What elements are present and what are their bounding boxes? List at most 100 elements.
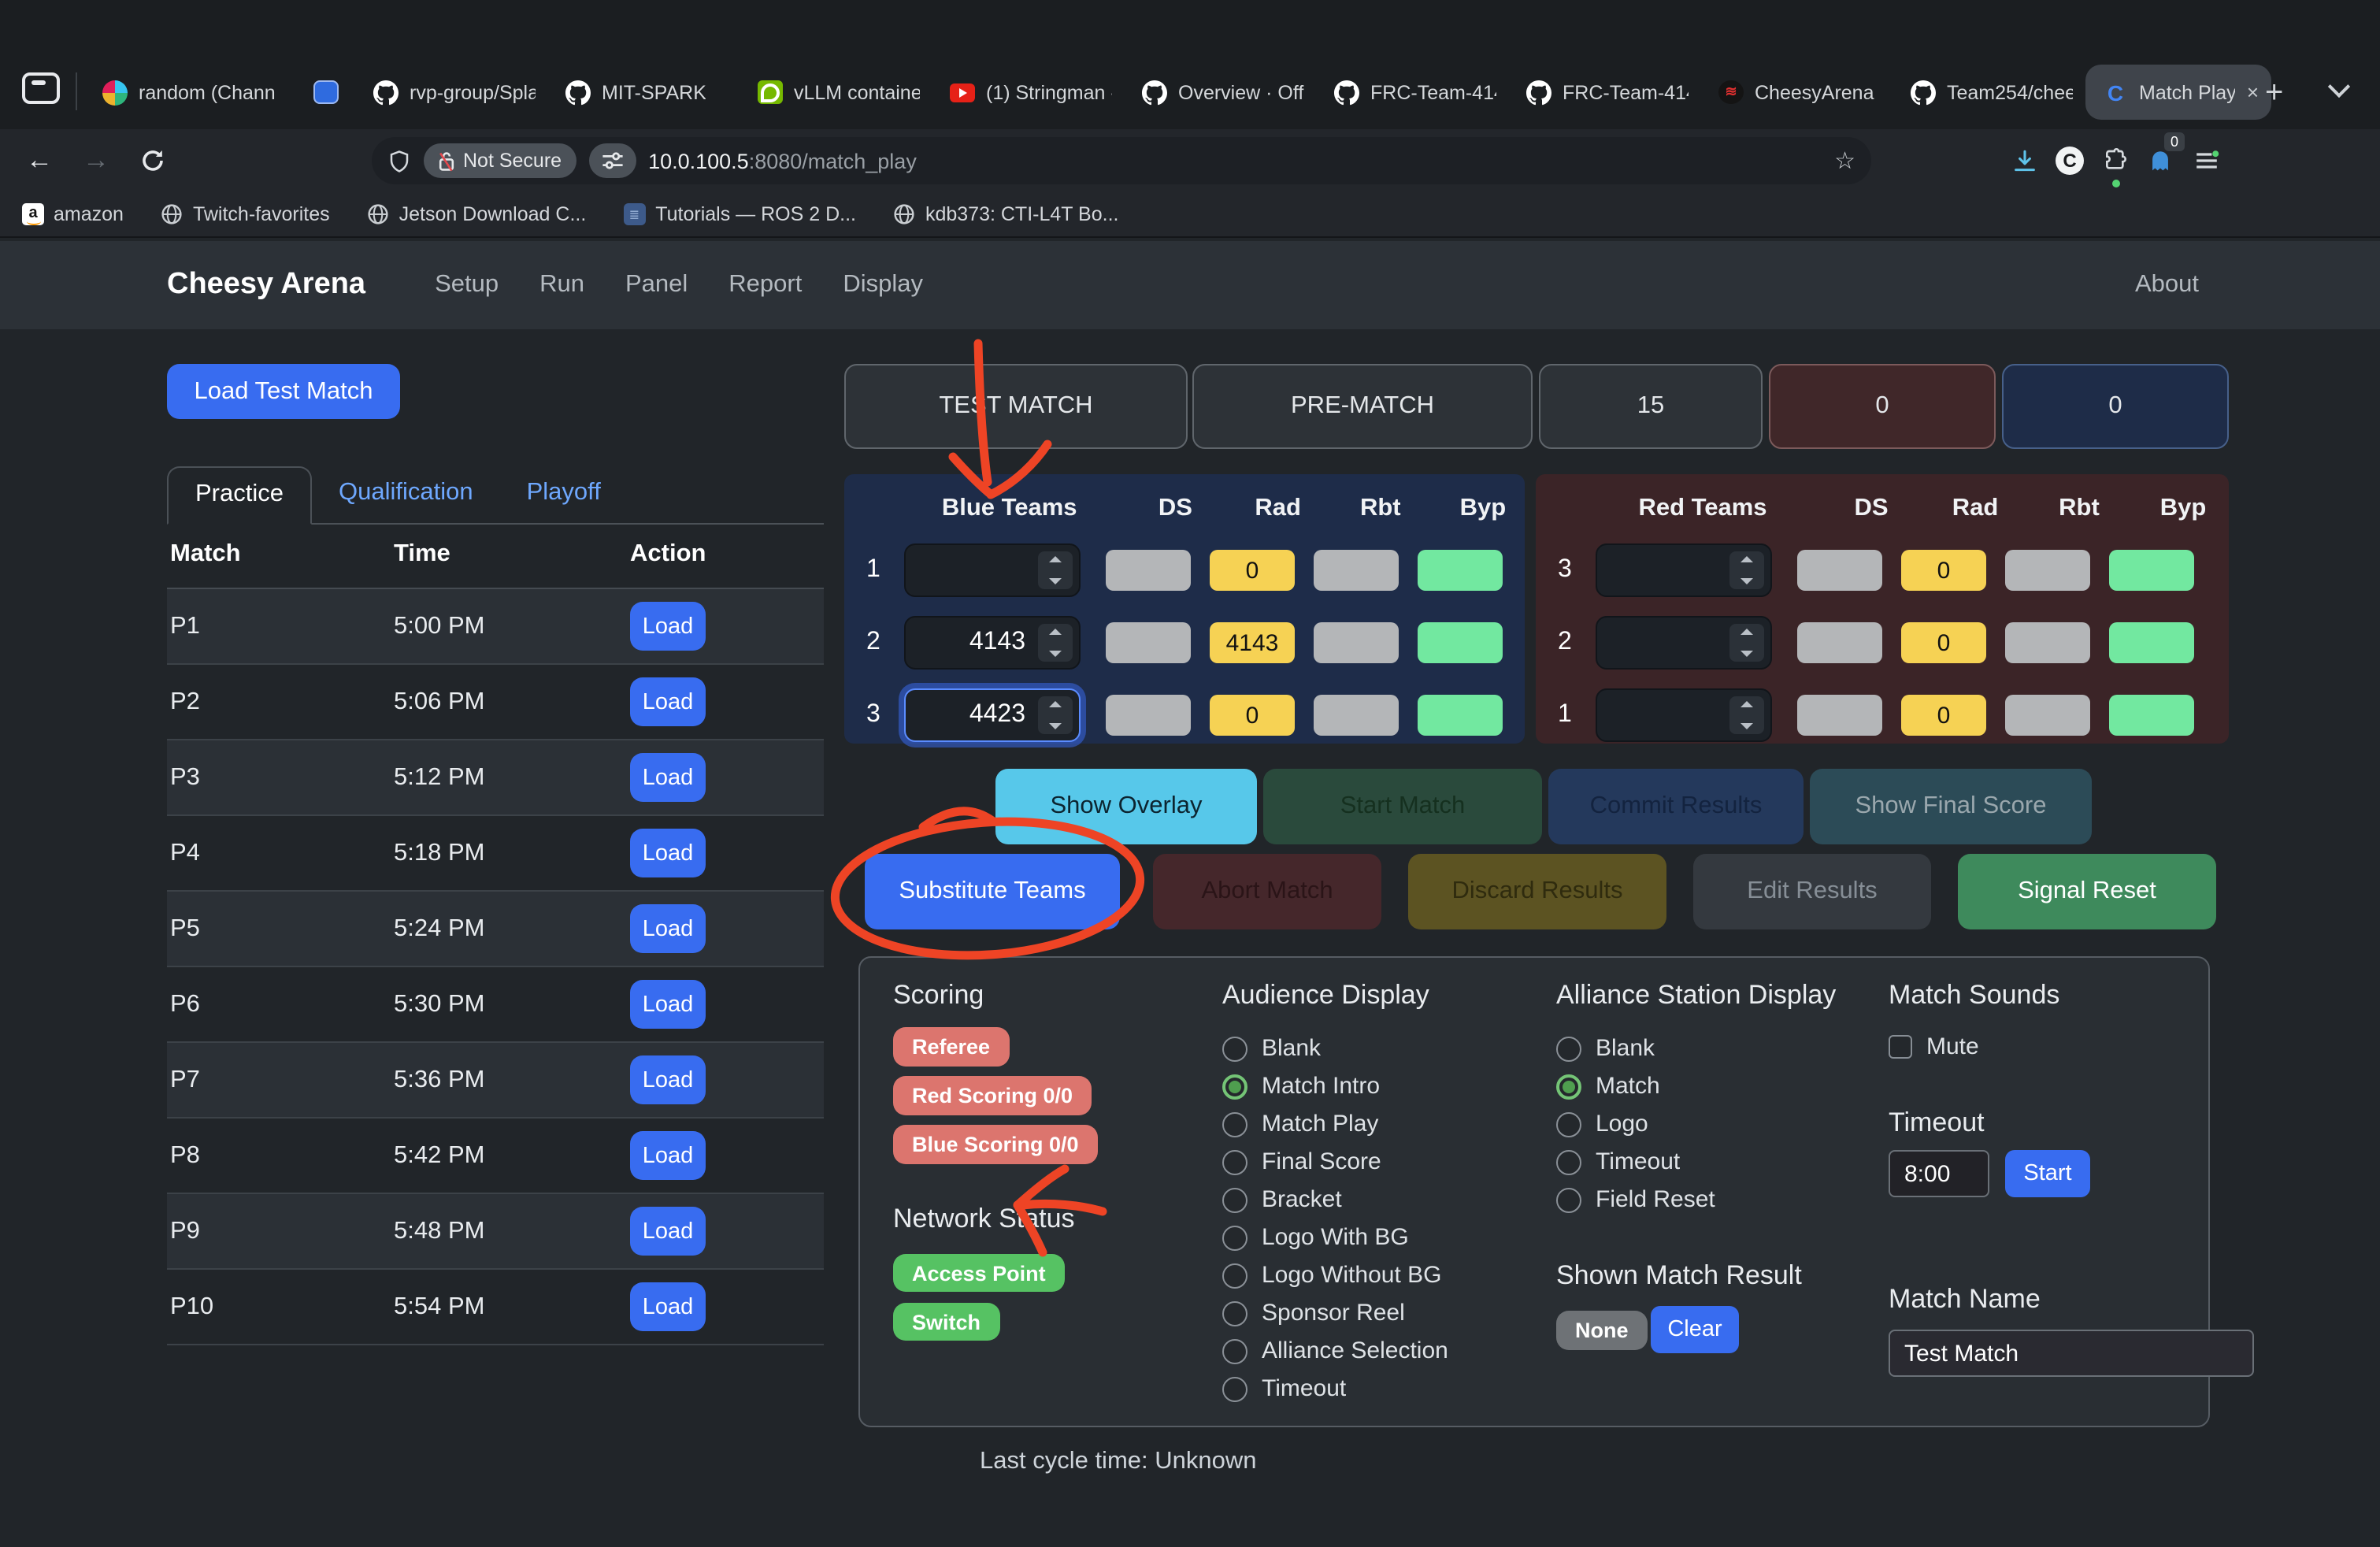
discard-results-button[interactable]: Discard Results	[1408, 854, 1666, 929]
red2-bypass-status[interactable]	[2109, 622, 2194, 663]
stepper-icon[interactable]	[1038, 696, 1073, 734]
tab-github-rvp[interactable]: rvp-group/Spla	[356, 65, 548, 120]
tab-search-icon[interactable]	[22, 72, 60, 104]
load-button[interactable]: Load	[630, 1282, 706, 1331]
show-final-score-button[interactable]: Show Final Score	[1810, 769, 2092, 844]
audience-option-alliance-selection[interactable]: Alliance Selection	[1222, 1337, 1448, 1364]
load-button[interactable]: Load	[630, 753, 706, 802]
load-button[interactable]: Load	[630, 1131, 706, 1180]
tab-github-overview[interactable]: Overview · Offs	[1125, 65, 1317, 120]
signal-reset-button[interactable]: Signal Reset	[1958, 854, 2216, 929]
nav-panel[interactable]: Panel	[625, 271, 688, 299]
nav-report[interactable]: Report	[728, 271, 802, 299]
substitute-teams-button[interactable]: Substitute Teams	[865, 854, 1120, 929]
start-match-button[interactable]: Start Match	[1263, 769, 1542, 844]
match-name-input[interactable]	[1889, 1330, 2254, 1377]
timeout-start-button[interactable]: Start	[2005, 1150, 2090, 1197]
audience-option-timeout[interactable]: Timeout	[1222, 1375, 1346, 1402]
red1-bypass-status[interactable]	[2109, 695, 2194, 736]
red3-bypass-status[interactable]	[2109, 550, 2194, 591]
alliance-option-field-reset[interactable]: Field Reset	[1556, 1186, 1715, 1213]
edit-results-button[interactable]: Edit Results	[1693, 854, 1931, 929]
tab-vllm[interactable]: vLLM container	[740, 65, 932, 120]
alliance-option-timeout[interactable]: Timeout	[1556, 1148, 1680, 1175]
radio-icon[interactable]	[1556, 1187, 1581, 1212]
radio-icon[interactable]	[1556, 1149, 1581, 1174]
forward-button[interactable]: →	[76, 129, 117, 192]
tab-match-play-active[interactable]: C Match Play - ×	[2085, 65, 2271, 120]
tab-blue-square[interactable]	[296, 65, 356, 120]
tab-cheesyarena[interactable]: ≋ CheesyArena F	[1701, 65, 1893, 120]
audience-option-sponsor-reel[interactable]: Sponsor Reel	[1222, 1300, 1405, 1326]
stepper-icon[interactable]	[1729, 551, 1764, 589]
download-icon[interactable]	[2004, 129, 2045, 192]
blue3-bypass-status[interactable]	[1418, 695, 1503, 736]
stepper-icon[interactable]	[1038, 624, 1073, 662]
load-button[interactable]: Load	[630, 980, 706, 1029]
load-button[interactable]: Load	[630, 677, 706, 726]
site-settings-chip[interactable]	[588, 143, 636, 178]
app-brand[interactable]: Cheesy Arena	[167, 268, 365, 302]
radio-icon[interactable]	[1222, 1187, 1247, 1212]
tab-github-frc1[interactable]: FRC-Team-414	[1317, 65, 1509, 120]
nav-display[interactable]: Display	[843, 271, 923, 299]
radio-icon[interactable]	[1222, 1300, 1247, 1326]
tab-practice[interactable]: Practice	[167, 466, 312, 525]
back-button[interactable]: ←	[19, 129, 60, 192]
radio-icon[interactable]	[1556, 1111, 1581, 1137]
stepper-icon[interactable]	[1729, 696, 1764, 734]
blue1-bypass-status[interactable]	[1418, 550, 1503, 591]
nav-about[interactable]: About	[2135, 271, 2199, 299]
load-button[interactable]: Load	[630, 1207, 706, 1256]
tab-qualification[interactable]: Qualification	[312, 466, 500, 523]
tab-github-team254[interactable]: Team254/chees	[1893, 65, 2085, 120]
radio-icon[interactable]	[1222, 1111, 1247, 1137]
alliance-option-match[interactable]: Match	[1556, 1073, 1660, 1100]
not-secure-chip[interactable]: Not Secure	[424, 143, 576, 178]
browser-menu-icon[interactable]	[2186, 129, 2227, 192]
bookmark-ros-tutorials[interactable]: ≣ Tutorials — ROS 2 D...	[624, 203, 856, 225]
load-button[interactable]: Load	[630, 829, 706, 877]
radio-icon[interactable]	[1222, 1263, 1247, 1288]
radio-icon[interactable]	[1222, 1036, 1247, 1061]
tab-list-chevron-icon[interactable]	[2328, 76, 2350, 98]
radio-icon[interactable]	[1222, 1074, 1247, 1099]
alliance-option-logo[interactable]: Logo	[1556, 1111, 1648, 1137]
radio-icon[interactable]	[1222, 1376, 1247, 1401]
reload-button[interactable]	[132, 129, 173, 192]
bookmark-kdb373[interactable]: kdb373: CTI-L4T Bo...	[894, 203, 1119, 225]
audience-option-blank[interactable]: Blank	[1222, 1035, 1321, 1062]
radio-icon[interactable]	[1222, 1149, 1247, 1174]
stepper-icon[interactable]	[1729, 624, 1764, 662]
tab-youtube[interactable]: (1) Stringman -	[932, 65, 1125, 120]
audience-option-match-intro[interactable]: Match Intro	[1222, 1073, 1380, 1100]
mute-checkbox-row[interactable]: Mute	[1889, 1033, 1979, 1060]
extensions-puzzle-icon[interactable]	[2095, 129, 2136, 192]
bookmark-jetson[interactable]: Jetson Download C...	[368, 203, 587, 225]
load-test-match-button[interactable]: Load Test Match	[167, 364, 400, 419]
close-tab-icon[interactable]: ×	[2247, 80, 2259, 104]
timeout-input[interactable]	[1889, 1150, 1989, 1197]
radio-icon[interactable]	[1556, 1036, 1581, 1061]
blue-scoring-badge[interactable]: Blue Scoring 0/0	[893, 1125, 1098, 1164]
stepper-icon[interactable]	[1038, 551, 1073, 589]
abort-match-button[interactable]: Abort Match	[1153, 854, 1381, 929]
audience-option-bracket[interactable]: Bracket	[1222, 1186, 1342, 1213]
audience-option-match-play[interactable]: Match Play	[1222, 1111, 1378, 1137]
audience-option-final-score[interactable]: Final Score	[1222, 1148, 1381, 1175]
tab-github-frc2[interactable]: FRC-Team-414	[1509, 65, 1701, 120]
nav-run[interactable]: Run	[539, 271, 584, 299]
radio-icon[interactable]	[1222, 1338, 1247, 1363]
radio-icon[interactable]	[1556, 1074, 1581, 1099]
checkbox-icon[interactable]	[1889, 1035, 1912, 1059]
commit-results-button[interactable]: Commit Results	[1548, 769, 1804, 844]
audience-option-logo-without-bg[interactable]: Logo Without BG	[1222, 1262, 1441, 1289]
audience-option-logo-with-bg[interactable]: Logo With BG	[1222, 1224, 1409, 1251]
profile-c-icon[interactable]: C	[2049, 129, 2090, 192]
red-scoring-badge[interactable]: Red Scoring 0/0	[893, 1076, 1092, 1115]
alliance-option-blank[interactable]: Blank	[1556, 1035, 1655, 1062]
notification-ghost-icon[interactable]: 0	[2137, 129, 2182, 192]
clear-result-button[interactable]: Clear	[1651, 1306, 1739, 1353]
radio-icon[interactable]	[1222, 1225, 1247, 1250]
load-button[interactable]: Load	[630, 904, 706, 953]
